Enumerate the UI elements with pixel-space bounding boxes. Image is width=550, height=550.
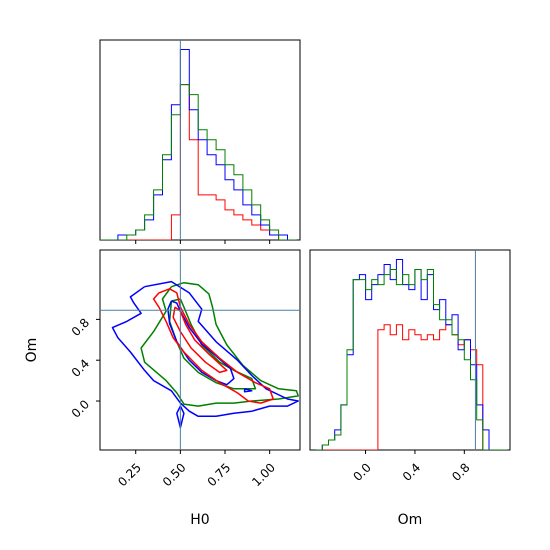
h0-x-tick-label-0: 0.25 [115,460,144,489]
h0-x-tick-label-2: 0.75 [205,460,234,489]
om-histogram-frame [309,249,511,451]
contour-series-1-level-0 [111,280,299,418]
x-axis-label-h0: H0 [190,512,209,528]
om-y-tick-label-1: 0.4 [69,356,92,379]
om-y-tick-label-0: 0.0 [69,397,92,420]
om-histogram-series [316,250,508,450]
h0-om-contour-panel: 0.25 0.50 0.75 1.00 0.0 0.4 0.8 H0 Om [24,249,301,528]
h0-histogram-series-0 [100,84,297,240]
om-x-tick-label-0: 0.0 [350,460,373,483]
contour-series-1-level-1 [167,300,235,386]
contour-series-2-level-1 [172,306,228,374]
om-histogram-series-1 [316,259,508,450]
h0-histogram-series [100,40,297,240]
x-axis-label-om: Om [398,512,423,528]
y-axis-label-om: Om [24,338,40,363]
h0-om-contour-frame [99,249,301,451]
om-histogram-panel: 0.0 0.4 0.8 Om [309,249,511,528]
om-x-tick-label-2: 0.8 [449,460,472,483]
om-histogram-series-2 [316,269,508,450]
h0-x-tick-label-1: 0.50 [160,460,189,489]
h0-histogram-frame [99,39,301,241]
om-histogram-series-0 [316,324,508,450]
h0-x-tick-label-3: 1.00 [249,460,278,489]
contour-series-1-level-3 [243,388,253,393]
om-y-tick-label-2: 0.8 [69,316,92,339]
om-histogram-ticks: 0.0 0.4 0.8 [350,450,473,484]
h0-om-contour-series [100,250,300,450]
h0-histogram-series-2 [100,84,297,240]
om-x-tick-label-1: 0.4 [400,460,423,483]
h0-histogram-panel [99,39,301,244]
contour-series-2-level-0 [152,288,274,404]
h0-histogram-ticks [135,240,271,244]
